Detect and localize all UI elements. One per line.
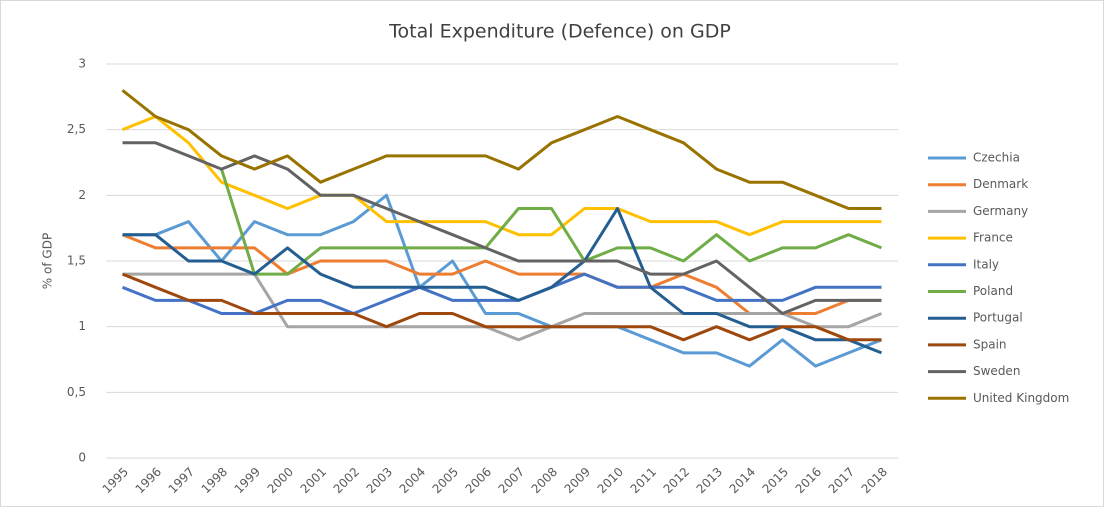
legend-label: Sweden bbox=[973, 364, 1020, 378]
y-tick-label: 1,5 bbox=[67, 254, 86, 268]
chart-title: Total Expenditure (Defence) on GDP bbox=[388, 21, 731, 43]
y-tick-label: 1 bbox=[78, 319, 86, 333]
series-line bbox=[122, 193, 883, 368]
y-tick-label: 0,5 bbox=[67, 385, 86, 399]
series-line bbox=[122, 272, 883, 342]
y-tick-label: 2 bbox=[78, 188, 86, 202]
legend-label: France bbox=[973, 231, 1013, 245]
series-line bbox=[121, 272, 882, 342]
y-tick-label: 3 bbox=[78, 57, 86, 71]
legend-label: Czechia bbox=[973, 151, 1020, 165]
legend-label: Denmark bbox=[973, 177, 1028, 191]
series-line bbox=[220, 168, 883, 276]
legend-label: Portugal bbox=[973, 311, 1023, 325]
series-line bbox=[122, 207, 883, 355]
y-axis-label: % of GDP bbox=[41, 233, 55, 289]
legend-label: Poland bbox=[973, 284, 1013, 298]
series-line bbox=[121, 272, 882, 315]
legend-label: United Kingdom bbox=[973, 391, 1069, 405]
legend-label: Spain bbox=[973, 337, 1007, 351]
series-line bbox=[121, 89, 882, 210]
legend-label: Germany bbox=[973, 204, 1028, 218]
series-line bbox=[122, 141, 882, 315]
y-tick-label: 0 bbox=[78, 451, 86, 465]
legend-label: Italy bbox=[973, 257, 999, 271]
y-tick-label: 2,5 bbox=[67, 122, 86, 136]
